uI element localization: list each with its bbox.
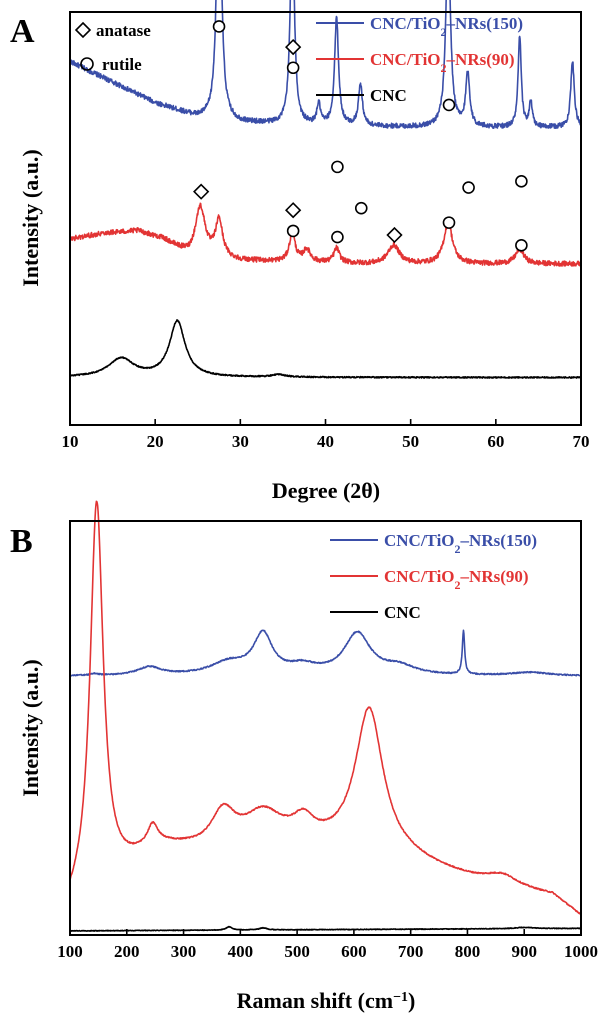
marker-legend-anatase: anatase — [96, 21, 151, 40]
panel-b-ticks: 100 200 300 400 500 600 700 800 900 1000 — [57, 929, 598, 961]
anatase-marker — [193, 183, 210, 200]
series-line-2 — [69, 500, 582, 915]
rutile-marker — [462, 181, 475, 194]
x-tick-label: 900 — [511, 942, 537, 961]
rutile-marker — [354, 201, 368, 215]
series-line-2 — [69, 202, 582, 267]
anatase-marker — [386, 226, 403, 244]
legend-label-2: CNC/TiO2–NRs(90) — [384, 567, 529, 592]
panel-b-series — [69, 500, 582, 932]
rutile-marker — [286, 224, 300, 238]
marker-legend-diamond — [74, 21, 92, 39]
rutile-marker — [442, 98, 456, 112]
anatase-marker — [285, 202, 302, 219]
legend-label-1: CNC/TiO2–NRs(150) — [384, 531, 537, 556]
series-line-3 — [69, 925, 582, 932]
x-tick-label: 50 — [402, 432, 419, 451]
panel-letter-b: B — [10, 523, 33, 560]
rutile-marker — [442, 216, 456, 229]
x-tick-label: 500 — [284, 942, 310, 961]
rutile-marker — [515, 239, 528, 252]
series-line-1 — [69, 629, 582, 677]
x-tick-label: 1000 — [564, 942, 598, 961]
series-line-3 — [69, 319, 582, 379]
x-tick-label: 300 — [171, 942, 197, 961]
legend-label-2: CNC/TiO2–NRs(90) — [370, 50, 515, 75]
panel-a-marker-legend: anatase rutile — [74, 21, 151, 74]
panel-a-frame — [69, 11, 582, 426]
panel-b-y-axis-title: Intensity (a.u.) — [18, 659, 43, 797]
x-tick-label: 600 — [341, 942, 367, 961]
legend-label-3: CNC — [370, 86, 407, 105]
rutile-marker — [286, 61, 300, 75]
x-tick-label: 30 — [232, 432, 249, 451]
x-tick-label: 10 — [62, 432, 79, 451]
panel-b: B 100 200 300 400 500 600 700 800 900 1000 Raman … — [10, 500, 598, 1013]
x-tick-label: 700 — [398, 942, 424, 961]
panel-a: A 10 20 30 40 50 60 70 Degree (2θ) Intensity (… — [10, 0, 590, 503]
panel-b-frame — [69, 520, 582, 936]
x-tick-label: 400 — [228, 942, 254, 961]
x-tick-label: 800 — [455, 942, 481, 961]
panel-a-y-axis-title: Intensity (a.u.) — [18, 149, 43, 287]
rutile-marker — [212, 20, 226, 33]
panel-a-series — [69, 0, 582, 379]
rutile-marker — [515, 175, 528, 188]
legend-label-3: CNC — [384, 603, 421, 622]
panel-letter-a: A — [10, 13, 35, 50]
marker-legend-circle — [80, 57, 94, 71]
x-tick-label: 70 — [573, 432, 590, 451]
legend-label-1: CNC/TiO2–NRs(150) — [370, 14, 523, 39]
panel-a-ticks: 10 20 30 40 50 60 70 — [62, 419, 590, 451]
x-tick-label: 40 — [317, 432, 334, 451]
panel-b-series-legend: CNC/TiO2–NRs(150) CNC/TiO2–NRs(90) CNC — [330, 531, 537, 622]
x-tick-label: 20 — [147, 432, 164, 451]
series-line-1 — [69, 0, 582, 130]
anatase-marker — [285, 38, 302, 56]
panel-b-x-axis-title: Raman shift (cm−1) — [237, 988, 416, 1013]
panel-a-series-legend: CNC/TiO2–NRs(150) CNC/TiO2–NRs(90) CNC — [316, 14, 523, 105]
panel-a-annotations — [193, 20, 528, 252]
rutile-marker — [331, 160, 344, 174]
marker-legend-rutile: rutile — [102, 55, 142, 74]
rutile-marker — [331, 230, 344, 244]
x-tick-label: 60 — [487, 432, 504, 451]
x-tick-label: 200 — [114, 942, 140, 961]
panel-a-x-axis-title: Degree (2θ) — [272, 478, 380, 503]
x-tick-label: 100 — [57, 942, 83, 961]
